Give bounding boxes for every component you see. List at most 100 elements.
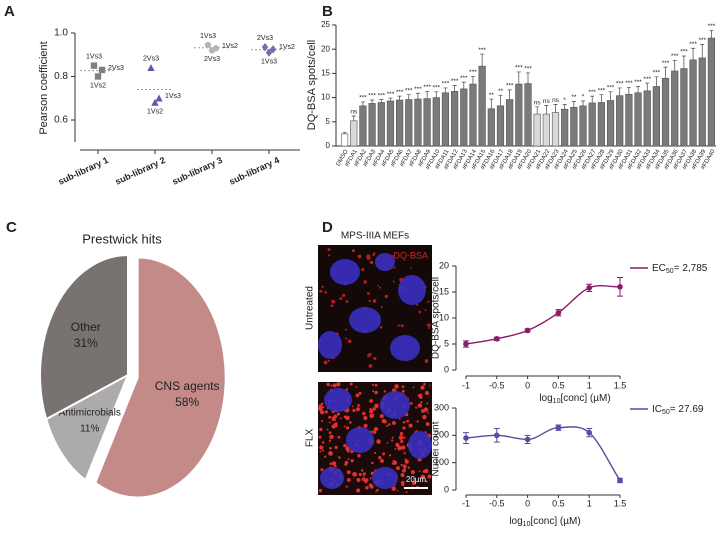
legend-label: IC50= 27.69 (652, 404, 704, 417)
y-tick-label: 5 (444, 338, 449, 348)
vesicle (326, 428, 329, 431)
vesicle (369, 477, 372, 480)
bar (597, 102, 605, 147)
error-bar (415, 92, 420, 100)
panel-letter: C (6, 219, 17, 236)
vesicle (358, 472, 362, 477)
vesicle (369, 260, 374, 265)
point-label: 1Vs2 (279, 44, 295, 51)
error-bar (443, 87, 448, 93)
pie-title: Prestwick hits (82, 231, 162, 246)
vesicle (368, 299, 371, 303)
vesicle (329, 446, 332, 450)
vesicle (366, 291, 370, 295)
vesicle (415, 406, 418, 409)
error-bar (470, 75, 475, 85)
vesicle (391, 486, 396, 491)
vesicle (391, 462, 394, 465)
x-tick-label: 0 (525, 380, 530, 390)
pie-slice (44, 372, 130, 482)
y-tick-label: 15 (439, 286, 449, 296)
vesicle (329, 462, 333, 465)
x-tick-label: -1 (462, 380, 470, 390)
micrograph-texture (318, 248, 432, 494)
vesicle (371, 461, 374, 465)
vesicle (345, 426, 350, 430)
vesicle (351, 405, 354, 408)
vesicle (355, 393, 360, 398)
vesicle (391, 436, 394, 439)
vesicle (404, 467, 407, 470)
vesicle (422, 414, 427, 420)
vesicle (343, 443, 347, 448)
vesicle (328, 254, 331, 257)
fit-curve (465, 284, 621, 345)
vesicle (374, 426, 379, 432)
significance-label: *** (671, 53, 679, 60)
vesicle (318, 435, 322, 439)
vesicle (321, 405, 325, 409)
vesicle (418, 470, 421, 473)
vesicle (328, 431, 332, 435)
point (265, 48, 273, 57)
vesicle (402, 464, 407, 469)
image-title: MPS-IIIA MEFs (341, 231, 409, 242)
vesicle (345, 300, 349, 303)
vesicle (331, 461, 337, 466)
vesicle (339, 297, 343, 301)
vesicle (380, 305, 383, 308)
y-axis-label: Nuclei count (431, 421, 442, 476)
vesicle (328, 439, 332, 442)
vesicle (319, 289, 323, 293)
significance-label: *** (414, 86, 422, 93)
x-tick-label: -0.5 (489, 498, 505, 508)
vesicle (362, 472, 366, 476)
point (155, 94, 163, 102)
error-bar (489, 98, 494, 109)
error-bar (672, 59, 677, 71)
vesicle (320, 402, 324, 406)
scale-bar-label: 20µm (406, 475, 427, 484)
bar (542, 113, 550, 147)
vesicle (383, 390, 387, 393)
bar (588, 102, 596, 147)
x-tick-label: 1 (587, 380, 592, 390)
x-tick-label: 0.5 (552, 498, 565, 508)
x-axis-label: log10[conc] (µM) (539, 393, 610, 406)
vesicle (360, 469, 364, 472)
vesicle (356, 488, 361, 493)
x-axis-label-part: [conc] (µM) (530, 516, 580, 527)
y-tick-label: 25 (321, 20, 330, 29)
vesicle (380, 459, 384, 463)
bar (396, 99, 404, 147)
significance-label: *** (506, 83, 514, 90)
panel-letter: D (322, 219, 333, 236)
vesicle (367, 353, 371, 358)
point-label: 1Vs3 (200, 33, 216, 40)
vesicle (355, 407, 360, 412)
significance-label: ** (489, 92, 495, 99)
significance-label: *** (515, 65, 523, 72)
vesicle (376, 439, 381, 444)
error-bar (379, 99, 384, 103)
y-tick-label: 10 (321, 93, 330, 102)
vesicle (400, 463, 403, 467)
vesicle (397, 445, 402, 451)
y-axis-label: DQ-BSA spots/cell (431, 277, 442, 359)
bar (606, 100, 615, 147)
nuclei (318, 253, 432, 489)
vesicle (420, 474, 426, 479)
error-bar (581, 100, 586, 106)
legend-label-sub: 50 (662, 409, 670, 416)
point (208, 47, 216, 54)
vesicle (378, 456, 382, 460)
vesicle (403, 436, 406, 439)
vesicle (427, 300, 430, 303)
vesicle (427, 474, 432, 479)
vesicle (374, 383, 378, 387)
significance-label: * (582, 94, 585, 101)
y-tick-label: 0.8 (54, 71, 68, 82)
y-tick-label: 0 (444, 364, 449, 374)
micrograph-group: 20µm MPS-IIIA MEFs DQ-BSA Untreated FLX (305, 231, 432, 495)
